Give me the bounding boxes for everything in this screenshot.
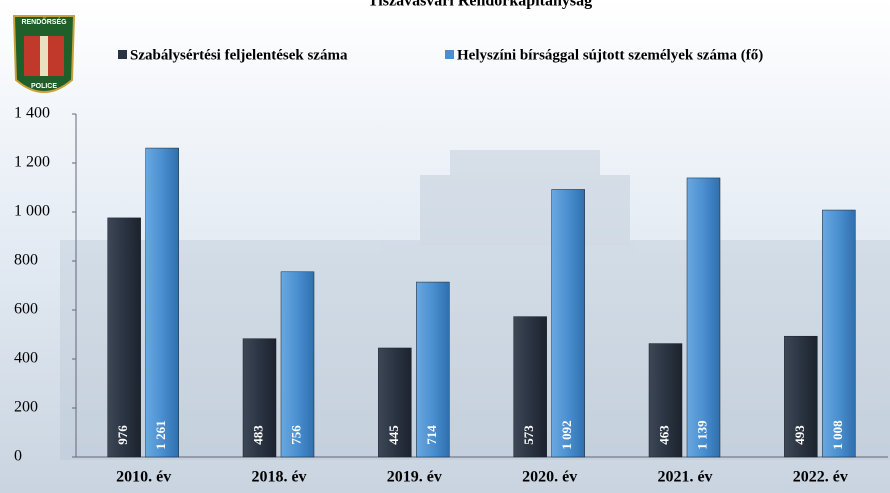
chart-title: Tiszavasvári Rendőrkapitányság <box>368 0 592 10</box>
value-label: 463 <box>656 425 671 445</box>
x-tick-label: 2022. év <box>793 469 848 486</box>
bar <box>552 189 585 457</box>
bar <box>822 210 855 457</box>
value-label: 714 <box>424 425 439 445</box>
value-label: 445 <box>386 425 401 445</box>
legend-label: Szabálysértési feljelentések száma <box>130 47 348 63</box>
y-tick-label: 1 400 <box>14 105 50 122</box>
legend-label: Helyszíni bírsággal sújtott személyek sz… <box>457 47 763 63</box>
value-label: 1 139 <box>694 420 709 450</box>
x-tick-label: 2018. év <box>251 469 306 486</box>
y-tick-label: 1 200 <box>14 154 50 171</box>
y-tick-label: 400 <box>14 350 38 367</box>
y-tick-label: 1 000 <box>14 203 50 220</box>
chart: Tiszavasvári Rendőrkapitányság RENDŐRSÉG… <box>0 0 890 493</box>
bar <box>687 178 720 457</box>
value-label: 493 <box>792 425 807 445</box>
y-tick-label: 800 <box>14 252 38 269</box>
logo: RENDŐRSÉG POLICE <box>14 16 74 92</box>
bar <box>146 148 179 457</box>
value-label: 756 <box>288 425 303 445</box>
y-tick-label: 0 <box>14 448 22 465</box>
value-label: 1 261 <box>153 420 168 449</box>
x-tick-label: 2020. év <box>522 469 577 486</box>
y-tick-label: 600 <box>14 301 38 318</box>
x-tick-label: 2019. év <box>387 469 442 486</box>
y-tick-label: 200 <box>14 399 38 416</box>
logo-text: RENDŐRSÉG <box>21 17 67 26</box>
legend-swatch <box>118 50 127 59</box>
bar <box>108 218 141 457</box>
logo-text: POLICE <box>31 83 57 90</box>
legend-swatch <box>445 50 454 59</box>
value-label: 573 <box>521 425 536 445</box>
value-label: 976 <box>115 425 130 445</box>
x-tick-label: 2010. év <box>116 469 171 486</box>
value-label: 1 008 <box>830 420 845 450</box>
value-label: 1 092 <box>559 420 574 449</box>
value-label: 483 <box>250 425 265 445</box>
x-tick-label: 2021. év <box>657 469 712 486</box>
